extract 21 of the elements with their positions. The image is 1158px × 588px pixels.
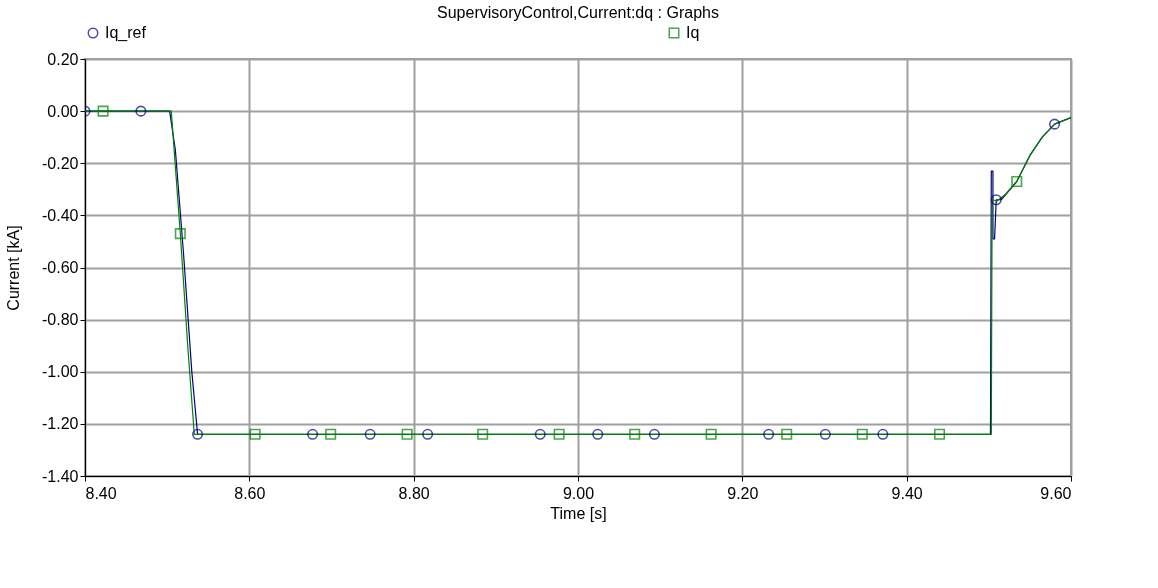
legend-label: Iq_ref (105, 24, 147, 42)
y-tick-label: 0.00 (47, 102, 79, 120)
y-tick-label: -1.20 (42, 415, 79, 433)
x-tick-label: 9.20 (727, 484, 759, 502)
y-tick-label: -0.40 (42, 206, 79, 224)
y-axis-title: Current [kA] (5, 225, 23, 311)
y-tick-label: -0.60 (42, 259, 79, 276)
y-tick-label: -0.80 (42, 311, 79, 329)
y-tick-label: 0.20 (47, 50, 79, 68)
x-tick-label: 8.60 (234, 484, 266, 502)
y-tick-label: -1.40 (42, 467, 79, 485)
x-axis-title: Time [s] (550, 504, 607, 522)
chart-title: SupervisoryControl,Current:dq : Graphs (437, 4, 719, 21)
y-tick-label: -1.00 (42, 363, 79, 381)
x-tick-label: 9.40 (891, 484, 923, 502)
x-tick-label: 9.60 (1040, 484, 1072, 502)
x-tick-label: 8.40 (85, 484, 117, 502)
x-tick-label: 9.00 (562, 484, 595, 502)
y-tick-label: -0.20 (42, 154, 79, 172)
legend-label: Iq (686, 24, 700, 41)
x-tick-label: 8.80 (398, 484, 430, 502)
